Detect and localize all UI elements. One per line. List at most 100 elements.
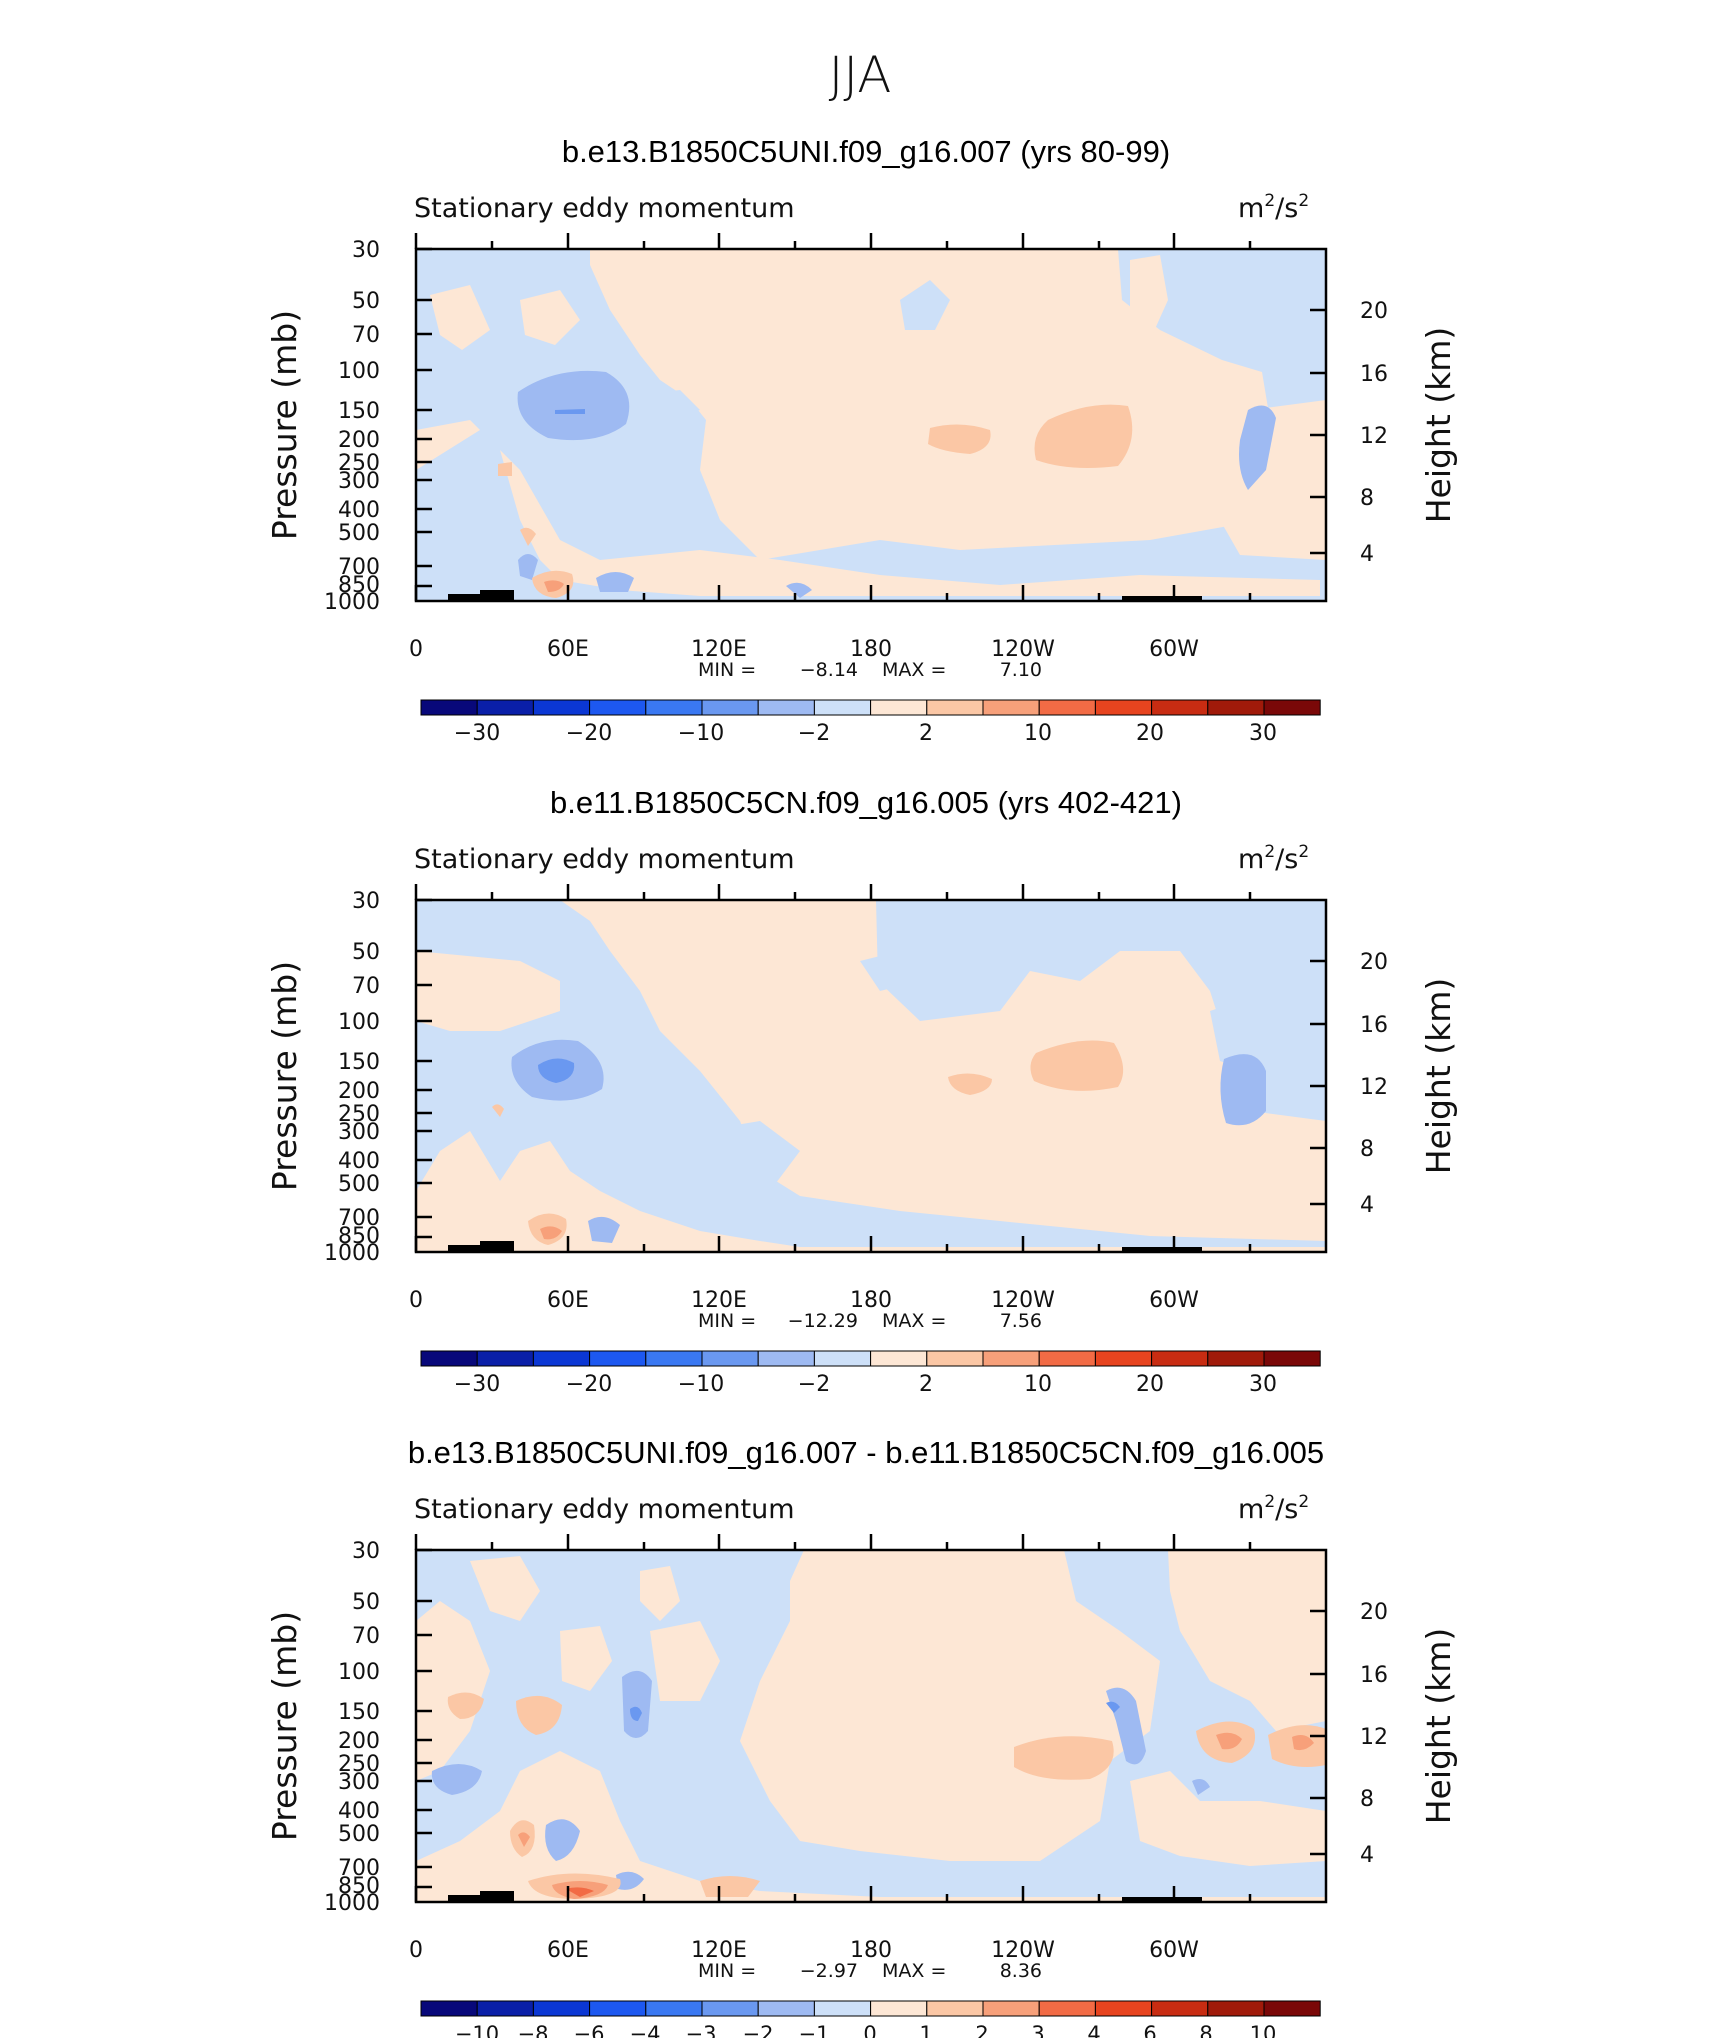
height-tick-label: 4 [1360,1843,1374,1868]
x-tick-label: 120E [691,1938,747,1963]
colorbar-label: −8 [518,2022,549,2038]
y-tick-labels: 30 50 70 100 150 200 250 300 400 500 700… [324,238,380,615]
ticks-x [414,1534,1326,1902]
y-tick-labels: 30 50 70 100 150 200 250 300 400 500 700… [324,889,380,1266]
colorbar-labels: −30 −20 −10 −2 2 10 20 30 [454,721,1277,746]
x-tick-label: 0 [409,1938,423,1963]
colorbar-segment [757,2000,815,2017]
x-tick-label: 120W [991,1288,1055,1313]
min-max-readout: MIN = −2.97 MAX = 8.36 [698,1960,1042,1982]
colorbar-segment [870,2000,928,2017]
y-tick-label: 850 [338,573,380,598]
ticks-x [414,884,1326,1252]
max-label: MAX = [882,1960,946,1982]
panel-title: b.e13.B1850C5UNI.f09_g16.007 - b.e11.B18… [408,1435,1324,1470]
colorbar-segment [476,2000,534,2017]
y-tick-label: 250 [338,451,380,476]
min-label: MIN = [698,1960,756,1982]
colorbar-label: 10 [1250,2022,1277,2038]
y-axis-label: Pressure (mb) [265,1611,304,1841]
y-tick-label: 500 [338,1822,380,1847]
min-label: MIN = [698,659,756,681]
y-tick-label: 500 [338,521,380,546]
x-tick-label: 60E [547,1288,589,1313]
colorbar-segment [1263,699,1321,716]
y-tick-label: 400 [338,1149,380,1174]
colorbar-label: −6 [574,2022,605,2038]
colorbar-segment [645,699,703,716]
colorbar-segment [420,2000,478,2017]
colorbar-labels: −10 −8 −6 −4 −3 −2 −1 0 1 2 3 4 6 8 10 [455,2022,1277,2038]
colorbar-label: −3 [686,2022,717,2038]
colorbar-segment [1151,699,1209,716]
colorbar-label: −10 [455,2022,499,2038]
y-tick-label: 300 [338,1120,380,1145]
colorbar-label: 10 [1024,721,1052,746]
y-tick-label: 150 [338,1700,380,1725]
height-tick-label: 4 [1360,542,1374,567]
y-axis-label: Pressure (mb) [265,961,304,1191]
colorbar-label: −1 [799,2022,830,2038]
colorbar-segment [982,2000,1040,2017]
y-tick-label: 50 [352,940,380,965]
colorbar [420,2000,1321,2017]
y-tick-label: 700 [338,1206,380,1231]
units-label: m2/s2 [1238,1492,1309,1525]
x-tick-labels: 0 60E 120E 180 120W 60W [409,1288,1199,1313]
colorbar-segment [420,1350,478,1367]
x-tick-label: 180 [850,637,892,662]
y-tick-label: 150 [338,1050,380,1075]
y-axis-label-right: Height (km) [1419,978,1458,1175]
y-tick-labels: 30 50 70 100 150 200 250 300 400 500 700… [324,1539,380,1916]
y-tick-label: 70 [352,1624,380,1649]
colorbar-segment [532,1350,591,1367]
colorbar-segment [757,699,815,716]
y-tick-label: 500 [338,1172,380,1197]
colorbar-label: 2 [919,1372,933,1397]
y-tick-label: 100 [338,359,380,384]
colorbar-label: −4 [630,2022,661,2038]
height-tick-label: 12 [1360,1725,1388,1750]
y-tick-label: 100 [338,1010,380,1035]
y-right-tick-labels: 20 16 12 8 4 [1360,299,1388,567]
units-label: m2/s2 [1238,191,1309,224]
colorbar-segment [589,2000,647,2017]
y-tick-label: 850 [338,1224,380,1249]
contour-field [416,249,1326,601]
y-right-tick-labels: 20 16 12 8 4 [1360,1600,1388,1868]
min-value: −8.14 [800,659,858,681]
colorbar-label: 2 [919,721,933,746]
panel-3: b.e13.B1850C5UNI.f09_g16.007 - b.e11.B18… [265,1435,1458,2038]
colorbar-label: 3 [1031,2022,1044,2038]
y-tick-label: 300 [338,469,380,494]
y-tick-label: 300 [338,1770,380,1795]
height-tick-label: 20 [1360,950,1388,975]
max-label: MAX = [882,659,946,681]
y-tick-label: 150 [338,399,380,424]
colorbar-segment [926,699,984,716]
y-tick-label: 250 [338,1102,380,1127]
y-axis-label-right: Height (km) [1419,327,1458,524]
y-tick-label: 70 [352,974,380,999]
x-tick-labels: 0 60E 120E 180 120W 60W [409,1938,1199,1963]
y-tick-label: 1000 [324,590,380,615]
x-tick-label: 60E [547,637,589,662]
colorbar-label: −10 [678,721,724,746]
y-tick-label: 700 [338,555,380,580]
colorbar-label: −30 [454,1372,500,1397]
min-max-readout: MIN = −8.14 MAX = 7.10 [698,659,1042,681]
height-tick-label: 20 [1360,1600,1388,1625]
height-tick-label: 20 [1360,299,1388,324]
y-tick-label: 30 [352,889,380,914]
x-tick-label: 60W [1149,1938,1199,1963]
colorbar-segment [645,2000,703,2017]
max-value: 7.10 [1000,659,1042,681]
max-value: 8.36 [1000,1960,1042,1982]
height-tick-label: 16 [1360,1013,1388,1038]
colorbar-segment [1094,699,1153,716]
colorbar-segment [701,699,759,716]
colorbar-segment [701,1350,759,1367]
x-tick-label: 120E [691,637,747,662]
page-title: JJA [829,46,892,104]
